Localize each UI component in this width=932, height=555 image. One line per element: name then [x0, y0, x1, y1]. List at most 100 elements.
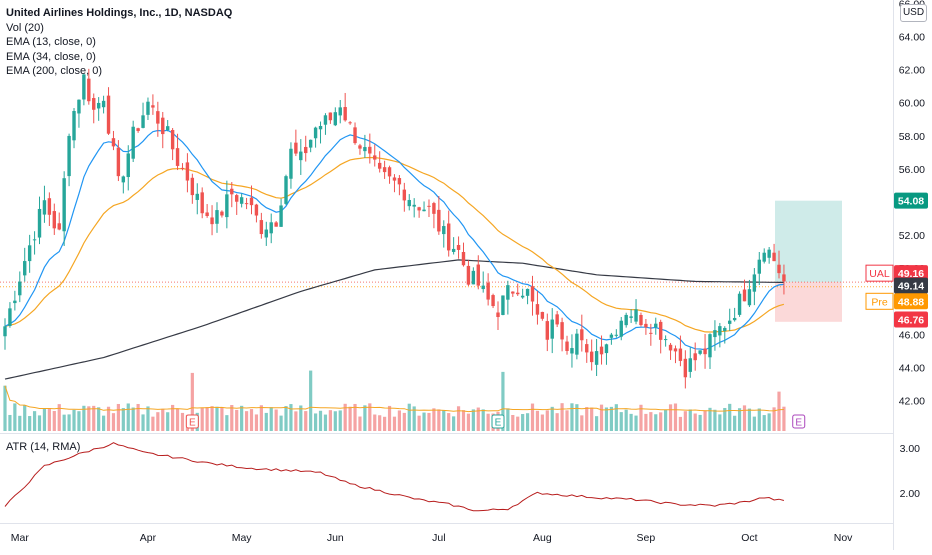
candle-body	[688, 358, 692, 372]
legend-ema200: EMA (200, close, 0)	[6, 65, 102, 77]
volume-bar	[343, 403, 347, 431]
volume-bar	[269, 407, 273, 431]
volume-bar	[387, 405, 392, 431]
volume-bar	[136, 403, 140, 431]
candle-body	[215, 210, 219, 224]
stop-zone	[775, 282, 842, 322]
volume-bar	[52, 410, 56, 431]
candle-body	[377, 162, 382, 169]
volume-bar	[634, 415, 638, 431]
candle-body	[585, 344, 589, 353]
price-tick-label: 62.00	[899, 65, 925, 77]
volume-bar	[639, 404, 643, 431]
candle-body	[126, 153, 130, 178]
candle-body	[269, 222, 273, 234]
candle-body	[732, 317, 737, 321]
volume-bar	[713, 409, 717, 431]
candle-body	[742, 289, 747, 302]
volume-bar	[432, 408, 436, 431]
volume-bar	[456, 406, 461, 431]
volume-bar	[156, 412, 160, 431]
volume-bar	[77, 411, 81, 431]
volume-bar	[397, 410, 401, 431]
candle-body	[668, 344, 673, 351]
volume-bar	[570, 403, 574, 431]
candle-body	[318, 125, 323, 130]
candle-body	[101, 100, 106, 108]
candle-body	[594, 351, 599, 365]
time-tick-label: May	[232, 532, 253, 544]
volume-bar	[373, 414, 377, 431]
volume-bar	[87, 406, 91, 431]
volume-bar	[718, 414, 722, 431]
ema200-price-label-text: 49.14	[898, 281, 924, 293]
volume-bar	[437, 409, 441, 431]
candle-body	[580, 329, 584, 341]
volume-bar	[111, 413, 116, 431]
candle-body	[249, 197, 254, 206]
candle-body	[338, 107, 342, 116]
volume-bar	[708, 407, 712, 431]
volume-bar	[575, 404, 579, 431]
volume-bar	[659, 412, 663, 431]
candle-body	[146, 101, 150, 115]
time-tick-label: Oct	[741, 532, 757, 544]
legend-title: United Airlines Holdings, Inc., 1D, NASD…	[6, 7, 233, 19]
candle-body	[106, 95, 111, 134]
candle-body	[358, 145, 362, 149]
candle-body	[466, 265, 471, 285]
candle-body	[13, 300, 17, 304]
candle-body	[757, 259, 761, 274]
ema200-line	[4, 259, 784, 380]
volume-bar	[501, 371, 505, 431]
candle-body	[511, 291, 515, 294]
volume-bar	[47, 408, 51, 431]
candle-body	[402, 189, 407, 201]
candle-body	[728, 320, 732, 324]
volume-bar	[299, 405, 303, 431]
candle-body	[525, 288, 530, 296]
candle-body	[308, 139, 313, 148]
candle-body	[442, 226, 446, 235]
candle-body	[180, 167, 185, 169]
volume-bar	[688, 409, 692, 431]
volume-bar	[565, 410, 569, 431]
last-price-label-prefix: UAL	[869, 268, 890, 280]
candle-body	[708, 334, 712, 358]
volume-bar	[161, 408, 165, 431]
volume-bar	[619, 412, 623, 431]
candle-body	[382, 167, 387, 173]
currency-button[interactable]: USD	[900, 4, 927, 22]
candle-body	[427, 205, 431, 207]
volume-bar	[28, 416, 32, 431]
volume-bar	[116, 403, 120, 431]
candle-body	[683, 358, 688, 378]
volume-bar	[447, 413, 451, 431]
candle-body	[27, 245, 32, 262]
volume-bar	[3, 385, 7, 431]
price-tick-label: 46.00	[899, 329, 925, 341]
premarket-price-label-prefix-box	[865, 292, 894, 310]
candle-body	[673, 348, 678, 352]
volume-bar	[525, 413, 530, 431]
candle-body	[550, 319, 554, 339]
candle-body	[259, 220, 264, 235]
target-price-label-box	[894, 192, 928, 209]
volume-bar	[230, 405, 234, 431]
price-tick-label: 58.00	[899, 131, 925, 143]
volume-bar	[481, 409, 485, 431]
candle-body	[121, 176, 126, 183]
volume-bar	[82, 405, 86, 431]
candle-body	[18, 281, 22, 296]
candle-body	[165, 126, 170, 131]
candle-body	[294, 142, 298, 154]
candle-body	[698, 350, 702, 354]
volume-bar	[609, 406, 613, 431]
volume-bar	[279, 415, 283, 431]
volume-bar	[383, 416, 387, 431]
volume-bar	[151, 416, 155, 431]
target-zone	[775, 200, 842, 283]
candle-body	[348, 122, 352, 124]
